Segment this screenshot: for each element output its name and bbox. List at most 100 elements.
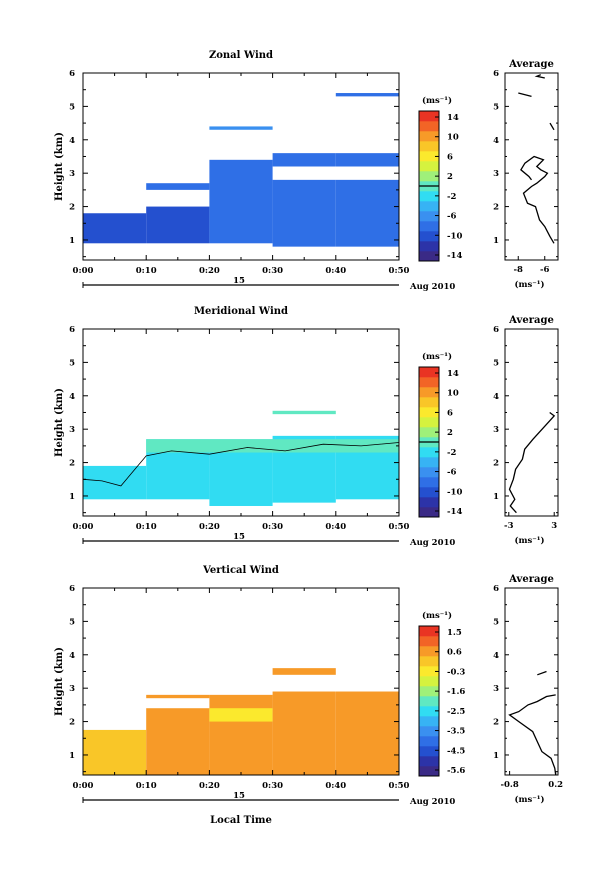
y-tick-label: 2 (69, 718, 75, 728)
heatmap-cell (272, 668, 336, 675)
avg-y-tick-label: 2 (493, 459, 499, 469)
avg-y-tick-label: 5 (493, 358, 499, 368)
y-tick-label: 6 (69, 69, 75, 79)
colorbar-swatch (419, 417, 439, 428)
colorbar-tick-label: 14 (447, 369, 459, 379)
heatmap-cells (83, 668, 399, 775)
x-tick-label: 0:10 (136, 522, 157, 532)
colorbar-tick-label: -6 (447, 468, 457, 478)
heatmap-cell (209, 708, 273, 722)
colorbar-swatch (419, 251, 439, 262)
colorbar-tick-label: 2 (447, 172, 453, 182)
colorbar-swatch (419, 487, 439, 498)
avg-y-tick-label: 5 (493, 102, 499, 112)
average-profile-line (549, 122, 555, 131)
panel-2: Vertical Wind 1 2 3 4 5 6 0:00 0:10 0:20 0:30 0:40 0… (54, 565, 563, 807)
y-tick-label: 5 (69, 617, 75, 627)
colorbar-tick-label: -2 (447, 192, 457, 202)
heatmap-cell (146, 694, 210, 699)
colorbar-tick-label: -14 (447, 251, 462, 261)
colorbar-swatch (419, 457, 439, 468)
avg-x-tick-label: 0.2 (548, 780, 563, 790)
heatmap-cell (272, 410, 336, 415)
average-profile-line (537, 670, 547, 676)
heatmap-cell (335, 93, 399, 97)
colorbar-swatch (419, 636, 439, 647)
colorbar-tick-label: -6 (447, 212, 457, 222)
average-profile: Average 1 2 3 4 5 6 -8 -6 (ms⁻¹) (493, 59, 559, 290)
avg-y-tick-label: 3 (493, 425, 499, 435)
avg-y-tick-label: 4 (493, 392, 499, 402)
heatmap-cells (83, 410, 399, 506)
colorbar-tick-label: -2.5 (447, 707, 465, 717)
heatmap-cell (209, 126, 273, 130)
colorbar-tick-label: -10 (447, 231, 462, 241)
colorbar-tick-label: -4.5 (447, 746, 465, 756)
avg-x-label: (ms⁻¹) (514, 794, 544, 805)
colorbar-swatch (419, 447, 439, 458)
y-tick-label: 1 (69, 751, 75, 761)
colorbar-swatch (419, 131, 439, 142)
colorbar-swatch (419, 367, 439, 378)
colorbar-swatch (419, 397, 439, 408)
avg-y-tick-label: 1 (493, 751, 499, 761)
panel-title: Zonal Wind (209, 50, 273, 61)
date-label: Aug 2010 (409, 282, 455, 292)
heatmap-cell (272, 179, 336, 247)
y-axis-title: Height (km) (54, 388, 65, 457)
y-tick-label: 2 (69, 459, 75, 469)
avg-y-tick-label: 1 (493, 492, 499, 502)
colorbar-swatch (419, 191, 439, 202)
heatmap-cell (83, 465, 147, 500)
average-profile-line (520, 155, 555, 244)
y-axis-title: Height (km) (54, 647, 65, 716)
avg-y-tick-label: 5 (493, 617, 499, 627)
y-tick-label: 3 (69, 425, 75, 435)
x-tick-label: 0:40 (325, 266, 346, 276)
x-tick-label: 0:30 (262, 266, 283, 276)
x-axis-title: Local Time (210, 815, 272, 826)
heatmap-cell (83, 729, 147, 775)
y-tick-label: 5 (69, 102, 75, 112)
colorbar-swatch (419, 427, 439, 438)
date-label: Aug 2010 (409, 538, 455, 548)
panel-0: Zonal Wind 1 2 3 4 5 6 0:00 0:10 0:20 0:30 0:40 0:50… (54, 50, 559, 292)
y-tick-label: 4 (69, 392, 75, 402)
heatmap-cells (83, 93, 399, 247)
x-tick-label: 0:30 (262, 522, 283, 532)
avg-y-tick-label: 1 (493, 236, 499, 246)
avg-x-tick-label: -6 (540, 265, 550, 275)
colorbar-swatch (419, 467, 439, 478)
x-tick-label: 0:10 (136, 781, 157, 791)
heatmap-cell (146, 183, 210, 190)
avg-y-tick-label: 4 (493, 136, 499, 146)
y-tick-label: 3 (69, 169, 75, 179)
average-profile: Average 1 2 3 4 5 6 -3 3 (ms⁻¹) (493, 315, 559, 546)
x-tick-label: 0:20 (199, 522, 220, 532)
y-axis-title: Height (km) (54, 132, 65, 201)
colorbar-swatch (419, 756, 439, 767)
day-label: 15 (233, 791, 245, 801)
colorbar-tick-label: -3.5 (447, 727, 465, 737)
date-label: Aug 2010 (409, 797, 455, 807)
heatmap-cell (83, 213, 147, 244)
average-profile-line (508, 694, 557, 776)
colorbar-swatch (419, 377, 439, 388)
colorbar-tick-label: 10 (447, 133, 459, 143)
day-label: 15 (233, 276, 245, 286)
heatmap-cell (146, 206, 210, 244)
heatmap-cell (272, 691, 336, 775)
avg-y-tick-label: 3 (493, 169, 499, 179)
x-tick-label: 0:40 (325, 522, 346, 532)
x-tick-label: 0:00 (73, 522, 94, 532)
colorbar-swatch (419, 507, 439, 518)
colorbar-tick-label: -14 (447, 507, 462, 517)
avg-y-tick-label: 3 (493, 684, 499, 694)
colorbar: (ms⁻¹) 14 10 6 2 -2 -6 -10 -14 (418, 95, 462, 262)
avg-x-tick-label: 3 (551, 521, 557, 531)
colorbar-tick-label: 0.6 (447, 648, 462, 658)
day-label: 15 (233, 532, 245, 542)
y-tick-label: 1 (69, 492, 75, 502)
avg-y-tick-label: 4 (493, 651, 499, 661)
colorbar-tick-label: 1.5 (447, 628, 462, 638)
